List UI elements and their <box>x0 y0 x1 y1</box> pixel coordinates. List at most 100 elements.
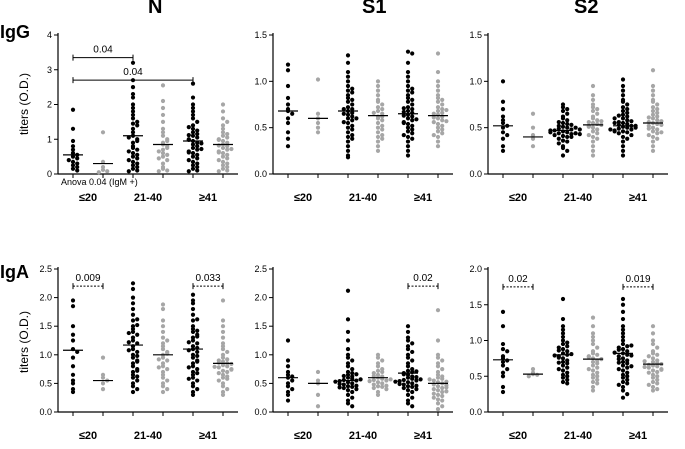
data-point <box>586 132 591 138</box>
data-point <box>590 363 596 368</box>
data-point <box>620 309 626 314</box>
data-point <box>225 161 230 166</box>
data-point <box>612 350 617 355</box>
data-point <box>552 353 557 358</box>
category-label-iga-n: ≤20 <box>79 430 97 442</box>
data-point <box>135 161 140 166</box>
data-point <box>220 355 226 360</box>
y-axis-label-iga: titers (O.D.) <box>17 311 31 373</box>
data-point <box>375 364 381 369</box>
data-point <box>195 317 200 322</box>
data-point <box>220 318 226 323</box>
data-point <box>560 120 566 126</box>
data-point <box>590 93 596 98</box>
data-point <box>590 388 596 393</box>
data-point <box>556 126 561 131</box>
data-point <box>590 315 596 320</box>
data-point <box>397 381 402 387</box>
data-point <box>620 139 626 144</box>
data-point <box>620 83 626 89</box>
data-point <box>135 322 140 328</box>
data-point <box>337 381 342 387</box>
data-point <box>548 130 553 135</box>
data-point <box>341 382 346 387</box>
data-point <box>70 304 76 309</box>
data-point <box>560 346 566 352</box>
data-point <box>500 136 506 141</box>
data-point <box>345 116 351 121</box>
data-point <box>186 365 191 370</box>
data-point <box>655 374 660 379</box>
data-point <box>216 371 221 376</box>
data-point <box>410 358 415 363</box>
data-point <box>190 159 196 164</box>
data-point <box>560 145 566 151</box>
data-point <box>220 362 226 368</box>
data-point <box>380 132 385 138</box>
data-point <box>160 346 166 352</box>
y-tick-label-igg-n: 4 <box>47 30 52 40</box>
data-point <box>100 387 106 392</box>
data-point <box>130 109 136 114</box>
data-point <box>199 146 204 152</box>
data-point <box>590 324 596 329</box>
data-point <box>590 139 596 144</box>
data-point <box>225 135 230 140</box>
data-point <box>530 136 536 141</box>
data-point <box>135 123 140 128</box>
category-label-igg-s2: ≤20 <box>509 192 527 204</box>
data-point <box>573 131 578 136</box>
data-point <box>190 95 196 100</box>
data-point <box>595 352 600 357</box>
data-point <box>220 154 226 159</box>
data-point <box>405 153 411 158</box>
data-point <box>195 387 200 392</box>
data-point <box>130 60 136 65</box>
data-point <box>345 355 351 360</box>
data-point <box>500 99 506 104</box>
data-point <box>285 384 291 389</box>
data-point <box>345 134 351 140</box>
data-point <box>655 131 660 136</box>
data-point <box>105 169 110 174</box>
category-label-igg-s1: ≤20 <box>294 192 312 204</box>
data-point <box>530 144 536 149</box>
data-point <box>195 161 200 166</box>
data-point <box>590 359 596 365</box>
y-tick-label-igg-n: 3 <box>47 65 52 75</box>
data-point <box>130 163 136 168</box>
data-point <box>431 395 436 400</box>
data-point <box>220 126 226 131</box>
data-point <box>345 120 351 126</box>
data-point <box>620 153 626 158</box>
data-point <box>620 129 626 134</box>
data-point <box>290 378 295 383</box>
data-point <box>560 327 566 332</box>
data-point <box>220 109 226 114</box>
data-point <box>341 120 346 125</box>
data-point <box>375 134 381 140</box>
data-point <box>620 338 626 343</box>
data-point <box>190 81 196 86</box>
y-tick-label-iga-s1: 1.0 <box>254 350 267 360</box>
data-point <box>190 109 196 114</box>
data-point <box>655 364 660 369</box>
data-point <box>190 364 196 369</box>
data-point <box>190 384 196 389</box>
data-point <box>345 74 351 79</box>
data-point <box>620 120 626 126</box>
data-point <box>659 119 664 124</box>
data-point <box>560 316 566 322</box>
data-point <box>190 145 196 151</box>
data-point <box>444 107 449 113</box>
data-point <box>315 130 321 135</box>
data-point <box>350 110 355 115</box>
category-label-igg-n: 21-40 <box>134 192 162 204</box>
data-point <box>135 349 140 355</box>
data-point <box>405 95 411 101</box>
data-point <box>595 111 600 116</box>
data-point <box>130 375 136 380</box>
data-point <box>655 377 660 382</box>
data-point <box>130 389 136 395</box>
data-point <box>160 302 166 307</box>
